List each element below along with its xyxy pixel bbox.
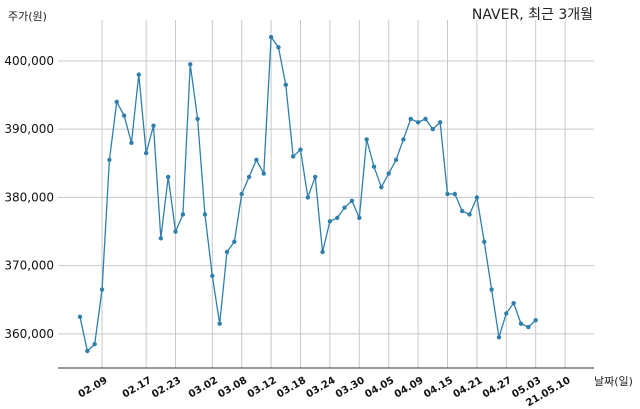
data-point — [77, 314, 83, 320]
data-points — [77, 34, 538, 354]
data-point — [276, 45, 281, 50]
data-point — [393, 157, 399, 163]
series-line — [79, 35, 537, 353]
data-point — [482, 239, 487, 244]
x-tick-label: 03.08 — [216, 375, 249, 400]
data-point — [342, 205, 347, 210]
data-point — [107, 157, 112, 163]
y-tick-label: 380,000 — [4, 190, 54, 204]
data-point — [121, 113, 127, 118]
data-point — [526, 324, 531, 330]
data-point — [217, 321, 222, 326]
data-point — [437, 120, 443, 125]
data-point — [298, 147, 303, 152]
data-point — [151, 123, 156, 128]
data-point — [371, 164, 377, 169]
data-point — [386, 171, 391, 176]
data-point — [188, 62, 193, 67]
grid-lines — [58, 20, 594, 368]
data-point — [496, 335, 502, 340]
x-tick-label: 02.09 — [77, 375, 110, 400]
data-point — [290, 154, 296, 159]
chart-title: NAVER, 최근 3개월 — [472, 7, 593, 23]
data-point — [335, 215, 340, 221]
data-point — [99, 287, 105, 292]
y-axis-label: 주가(원) — [8, 10, 47, 23]
data-point — [143, 150, 149, 156]
x-tick-label: 03.30 — [334, 375, 367, 400]
data-point — [114, 99, 119, 105]
data-point — [357, 215, 362, 221]
data-point — [364, 137, 369, 142]
x-tick-label: 04.05 — [363, 375, 396, 400]
x-tick-label: 04.15 — [422, 375, 455, 400]
data-point — [254, 157, 259, 163]
x-axis-label: 날짜(일) — [594, 374, 633, 388]
data-point — [445, 191, 450, 197]
data-point — [313, 174, 318, 180]
x-tick-label: 02.17 — [121, 375, 154, 400]
data-point — [224, 249, 230, 255]
y-tick-label: 390,000 — [4, 122, 54, 136]
data-point — [379, 184, 384, 190]
data-point — [408, 116, 413, 122]
data-point — [533, 318, 538, 323]
data-point — [202, 212, 208, 217]
x-tick-label: 02.23 — [150, 375, 183, 400]
x-tick-label: 03.24 — [304, 375, 337, 400]
data-point — [327, 219, 333, 224]
data-point — [239, 191, 244, 197]
data-point — [129, 140, 134, 146]
data-point — [504, 311, 509, 316]
y-axis-ticks: 360,000 370,000 380,000 390,000 400,000 — [4, 54, 54, 341]
data-point — [401, 137, 406, 142]
data-point — [158, 236, 164, 241]
data-point — [460, 208, 465, 214]
data-point — [320, 249, 325, 255]
data-point — [511, 300, 516, 306]
data-point — [246, 174, 252, 180]
x-tick-label: 03.18 — [275, 375, 308, 400]
data-point — [305, 195, 311, 200]
data-point — [261, 171, 266, 176]
data-point — [283, 82, 288, 88]
x-tick-label: 04.09 — [393, 375, 426, 400]
y-tick-label: 360,000 — [4, 327, 54, 341]
data-point — [210, 273, 215, 279]
data-point — [136, 72, 141, 77]
data-point — [268, 34, 274, 40]
x-tick-label: 04.21 — [451, 375, 484, 400]
data-point — [232, 239, 237, 244]
x-tick-label: 03.12 — [246, 375, 279, 400]
data-point — [415, 120, 421, 125]
data-point — [489, 287, 494, 292]
y-tick-label: 370,000 — [4, 259, 54, 273]
data-point — [474, 195, 480, 200]
data-point — [423, 116, 428, 122]
data-point — [430, 126, 435, 132]
data-point — [85, 348, 90, 354]
data-point — [166, 174, 171, 180]
data-point — [180, 212, 186, 217]
data-point — [452, 191, 458, 197]
data-point — [173, 229, 178, 234]
y-tick-label: 400,000 — [4, 54, 54, 68]
data-point — [195, 116, 200, 122]
data-point — [92, 341, 97, 347]
x-tick-label: 03.02 — [187, 375, 220, 400]
data-point — [518, 321, 524, 326]
data-point — [349, 198, 355, 204]
data-point — [467, 212, 472, 217]
x-tick-label: 04.27 — [481, 375, 514, 400]
